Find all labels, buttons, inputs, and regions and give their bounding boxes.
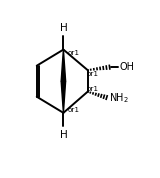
Text: or1: or1 (86, 86, 98, 92)
Text: or1: or1 (86, 71, 98, 77)
Text: H: H (60, 130, 67, 140)
Text: OH: OH (119, 62, 134, 72)
Text: H: H (60, 23, 67, 33)
Text: NH$_2$: NH$_2$ (109, 91, 129, 105)
Polygon shape (61, 81, 66, 113)
Text: or1: or1 (68, 107, 80, 113)
Text: or1: or1 (68, 50, 80, 56)
Polygon shape (61, 50, 66, 81)
